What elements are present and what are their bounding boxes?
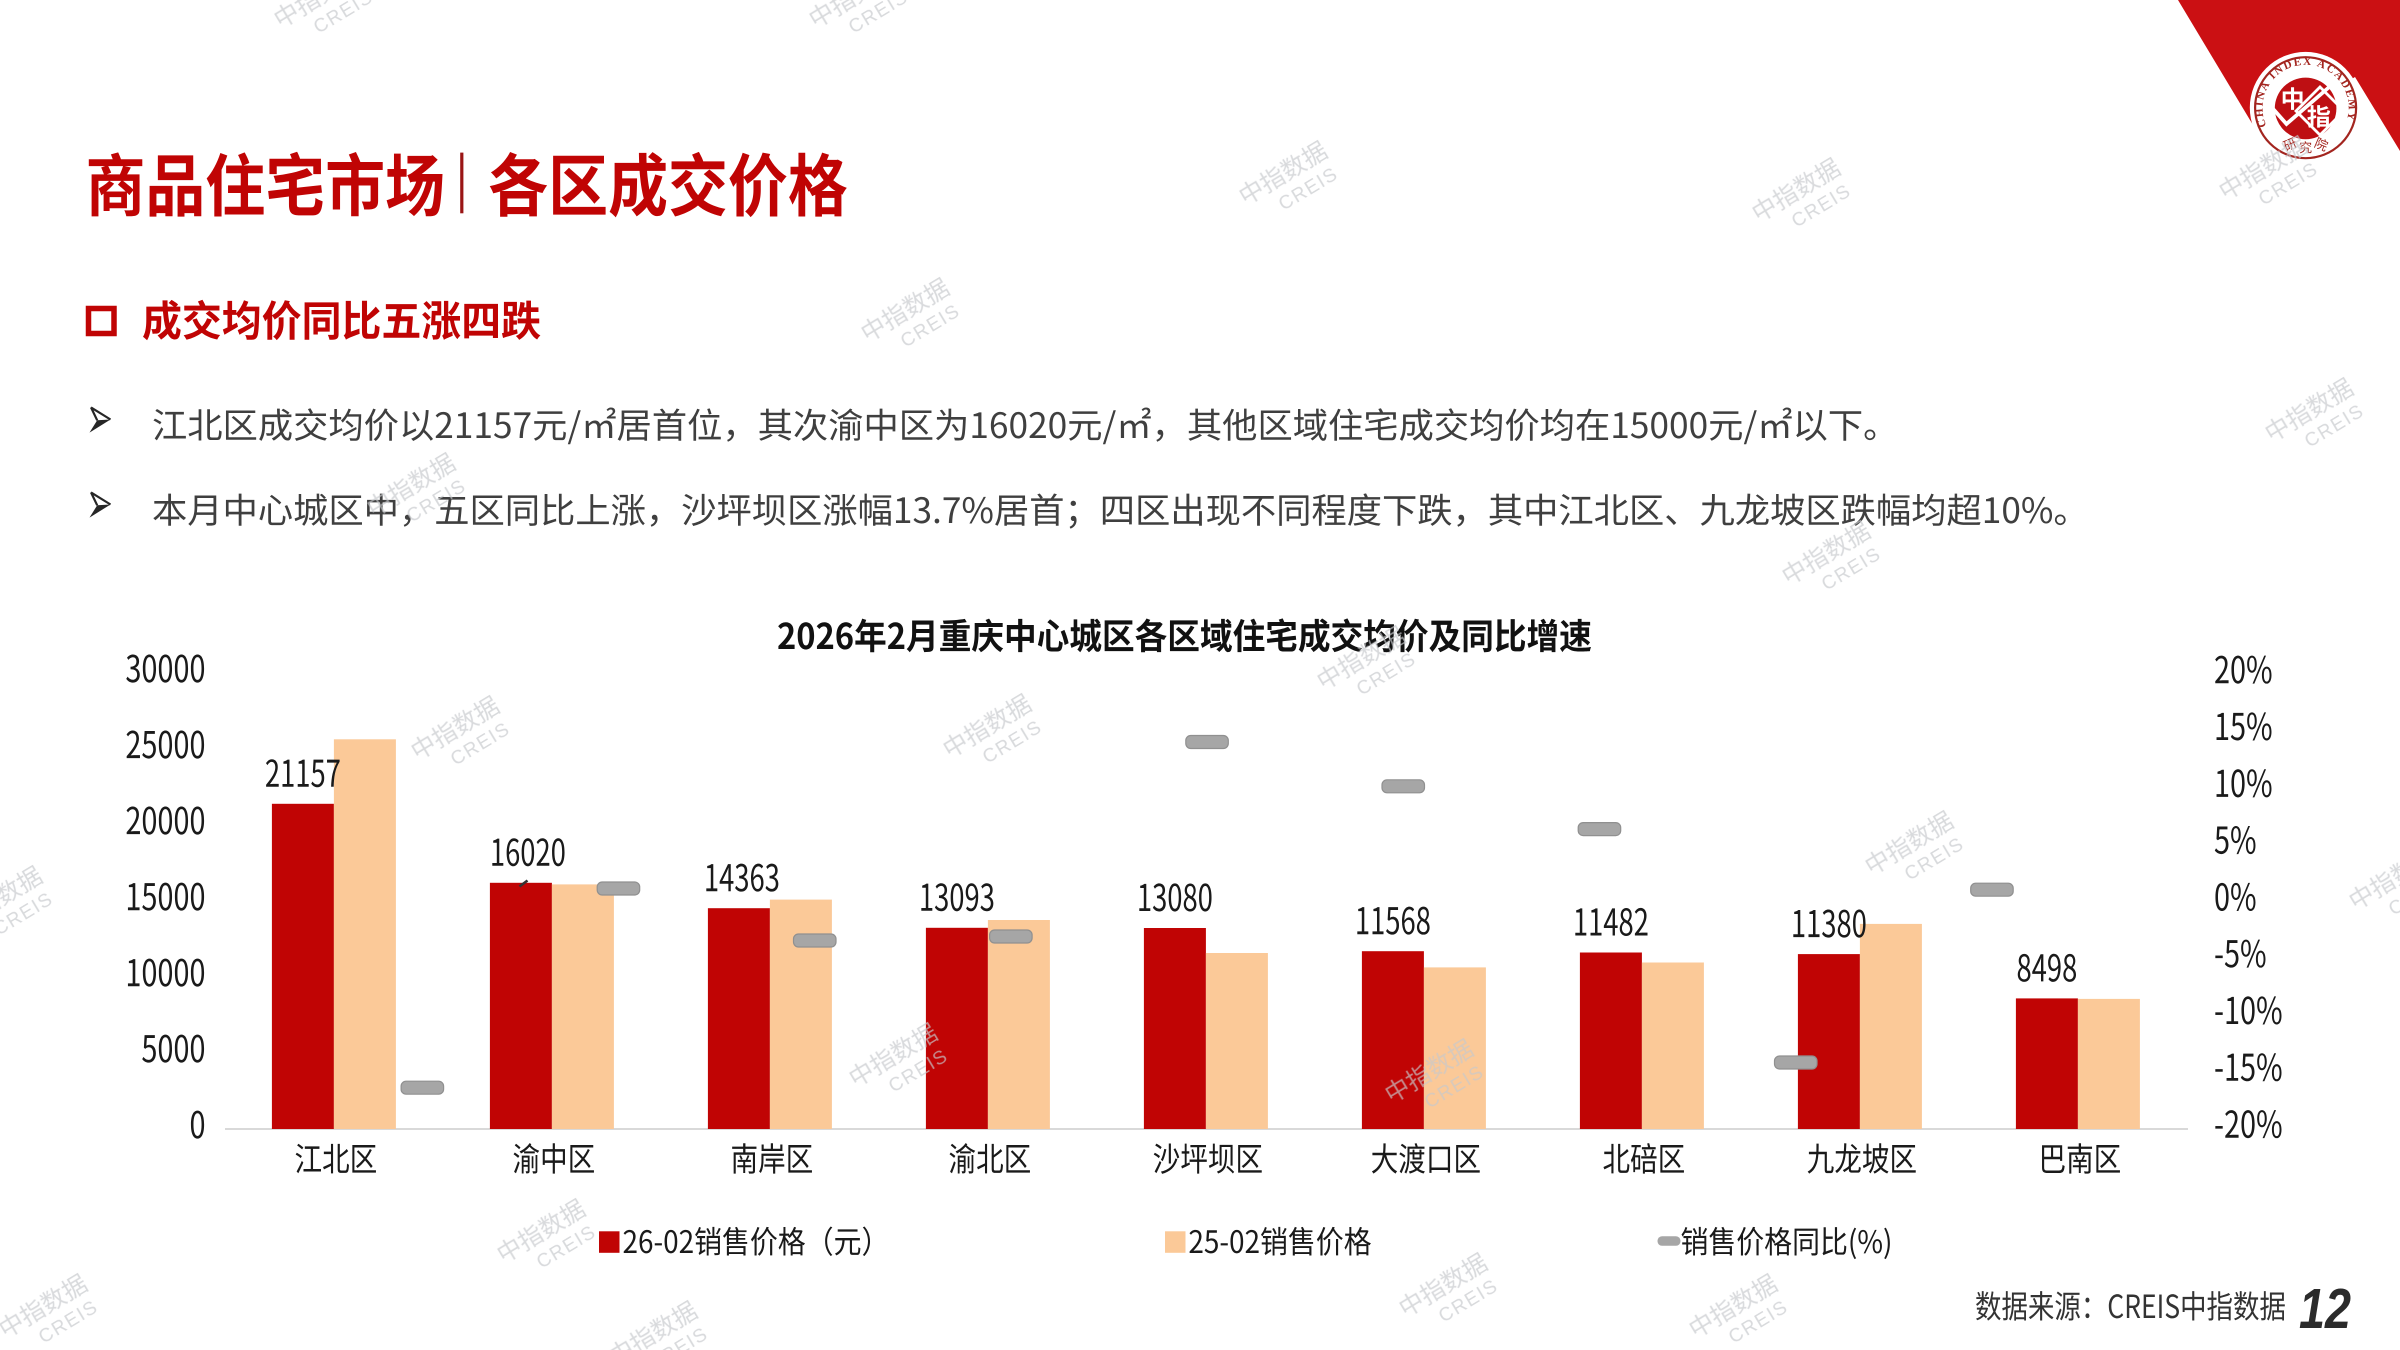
svg-text:12: 12 [2299, 1278, 2351, 1341]
